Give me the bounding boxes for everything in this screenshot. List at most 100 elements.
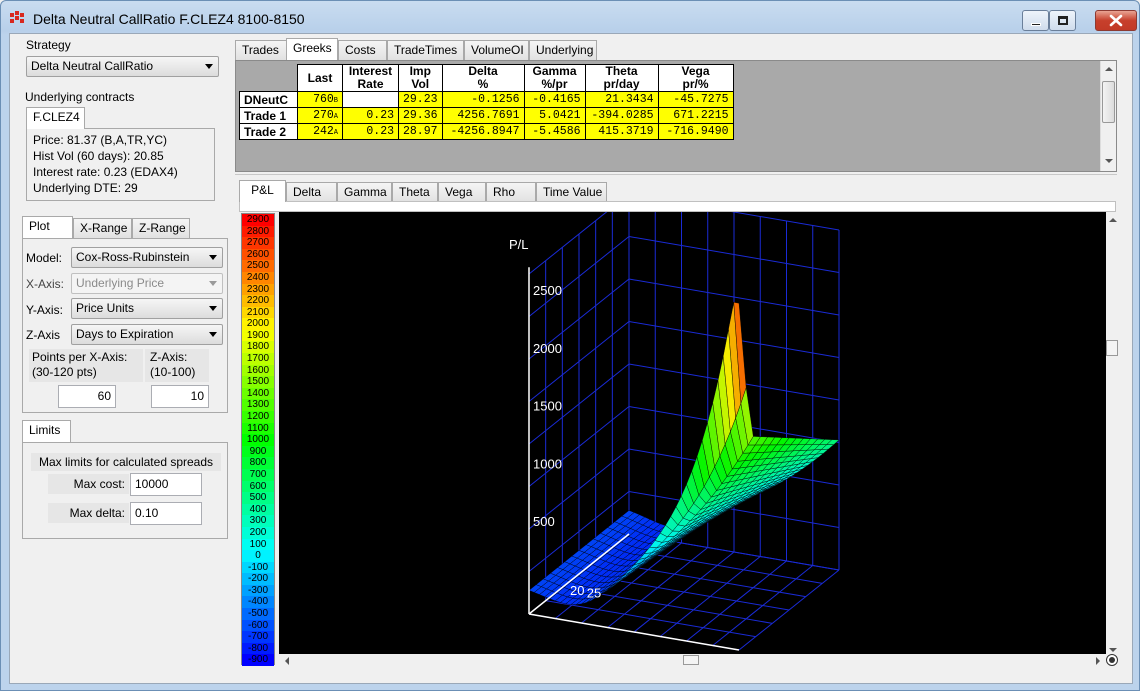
tab-time-value[interactable]: Time Value bbox=[536, 182, 607, 202]
cell-rate bbox=[342, 91, 399, 108]
col-gamma: Gamma %/pr bbox=[523, 64, 586, 92]
model-value: Cox-Ross-Rubinstein bbox=[76, 250, 190, 264]
y-axis-value: Price Units bbox=[76, 301, 135, 315]
tab-z-range[interactable]: Z-Range bbox=[132, 218, 190, 238]
scroll-right-icon[interactable] bbox=[1096, 657, 1100, 665]
close-button[interactable] bbox=[1095, 10, 1137, 31]
points-x-label: Points per X-Axis: (30-120 pts) bbox=[29, 349, 143, 382]
z-tick-label: 2500 bbox=[533, 283, 562, 298]
minimize-icon bbox=[1031, 23, 1041, 26]
cell-impvol: 29.36 bbox=[398, 107, 443, 124]
color-scale-tick: -300 bbox=[242, 584, 274, 597]
tab-x-range[interactable]: X-Range bbox=[73, 218, 132, 238]
tab-underlying-contract[interactable]: F.CLEZ4 bbox=[26, 107, 85, 129]
color-scale-tick: 2700 bbox=[242, 237, 274, 249]
y-axis-label: Y-Axis: bbox=[26, 303, 63, 317]
col-imp-vol: Imp Vol bbox=[398, 64, 443, 92]
z-axis-select[interactable]: Days to Expiration bbox=[71, 324, 223, 345]
minimize-button[interactable] bbox=[1022, 10, 1049, 31]
col-last-line1: Last bbox=[307, 70, 333, 85]
cell-last: 270A bbox=[297, 107, 343, 124]
tab-plot[interactable]: Plot bbox=[22, 216, 73, 238]
col-impvol-line1: Imp bbox=[409, 64, 431, 78]
tab-tradetimes[interactable]: TradeTimes bbox=[387, 40, 464, 60]
tab-theta[interactable]: Theta bbox=[392, 182, 438, 202]
tab-greeks[interactable]: Greeks bbox=[286, 38, 338, 60]
max-delta-label: Max delta: bbox=[48, 503, 129, 523]
table-corner bbox=[239, 64, 298, 92]
reset-view-icon[interactable] bbox=[1106, 654, 1118, 666]
color-scale-tick: 2500 bbox=[242, 260, 274, 272]
col-gamma-line2: %/pr bbox=[541, 77, 568, 91]
table-row[interactable]: DNeutC 760B 29.23 -0.1256 -0.4165 21.343… bbox=[239, 91, 734, 108]
color-scale-tick: 1000 bbox=[242, 434, 274, 446]
scroll-down-icon[interactable] bbox=[1105, 159, 1113, 163]
cell-last-mark: B bbox=[333, 97, 338, 105]
app-logo-icon bbox=[10, 11, 24, 23]
cell-last: 242A bbox=[297, 123, 343, 140]
color-scale-tick: 1900 bbox=[242, 329, 274, 342]
strategy-select[interactable]: Delta Neutral CallRatio bbox=[26, 56, 219, 77]
scroll-up-icon[interactable] bbox=[1105, 67, 1113, 71]
max-cost-input[interactable]: 10000 bbox=[130, 473, 202, 496]
cell-last-value: 242 bbox=[313, 125, 334, 138]
cell-gamma: 5.0421 bbox=[523, 107, 586, 124]
x-axis-label: X-Axis: bbox=[26, 277, 65, 291]
pnl-3d-surface-plot[interactable]: P/L 2500 2000 1500 1000 500 20 25 bbox=[279, 212, 1106, 666]
cell-gamma: -0.4165 bbox=[523, 91, 586, 108]
table-row[interactable]: Trade 1 270A 0.23 29.36 4256.7691 5.0421… bbox=[239, 107, 734, 124]
color-scale-tick: 0 bbox=[242, 550, 274, 562]
scroll-thumb[interactable] bbox=[1102, 81, 1115, 123]
color-scale-tick: 1400 bbox=[242, 387, 274, 400]
col-delta: Delta% bbox=[441, 64, 525, 92]
underlying-label: Underlying contracts bbox=[25, 90, 135, 104]
scroll-thumb[interactable] bbox=[1106, 340, 1118, 356]
tab-costs[interactable]: Costs bbox=[338, 40, 387, 60]
col-delta-line1: Delta bbox=[468, 64, 498, 78]
y-axis-select[interactable]: Price Units bbox=[71, 298, 223, 319]
cell-delta: 4256.7691 bbox=[441, 107, 525, 124]
points-z-label-line1: Z-Axis: bbox=[150, 350, 188, 364]
cell-gamma: -5.4586 bbox=[523, 123, 586, 140]
scroll-up-icon[interactable] bbox=[1109, 218, 1117, 222]
greeks-panel: Last Interest Rate Imp Vol Delta% Gamma %/p… bbox=[235, 60, 1117, 172]
points-z-input[interactable]: 10 bbox=[151, 385, 209, 408]
max-delta-input[interactable]: 0.10 bbox=[130, 502, 202, 525]
col-delta-line2: % bbox=[477, 77, 489, 91]
chart-h-scrollbar[interactable] bbox=[279, 654, 1106, 667]
chart-toolbar-strip bbox=[239, 201, 1116, 212]
splitter[interactable] bbox=[235, 174, 1117, 177]
chevron-down-icon bbox=[209, 255, 217, 260]
col-gamma-line1: Gamma bbox=[532, 64, 577, 78]
tab-trades[interactable]: Trades bbox=[235, 40, 287, 60]
scroll-thumb[interactable] bbox=[683, 655, 699, 665]
tab-underlying[interactable]: Underlying bbox=[529, 40, 597, 60]
tab-volumeoi[interactable]: VolumeOI bbox=[464, 40, 529, 60]
tab-rho[interactable]: Rho bbox=[486, 182, 536, 202]
scroll-left-icon[interactable] bbox=[285, 657, 289, 665]
points-x-input[interactable]: 60 bbox=[58, 385, 116, 408]
limits-panel: Max limits for calculated spreads Max co… bbox=[22, 442, 228, 539]
cell-impvol: 29.23 bbox=[398, 91, 443, 108]
points-z-label-line2: (10-100) bbox=[150, 365, 196, 379]
greeks-scrollbar[interactable] bbox=[1100, 61, 1116, 171]
col-vega-line1: Vega bbox=[681, 64, 710, 78]
tab-delta[interactable]: Delta bbox=[286, 182, 337, 202]
tab-limits[interactable]: Limits bbox=[22, 420, 71, 442]
chevron-down-icon bbox=[209, 332, 217, 337]
color-scale-tick: -600 bbox=[242, 619, 274, 632]
maximize-button[interactable] bbox=[1049, 10, 1076, 31]
table-row[interactable]: Trade 2 242A 0.23 28.97 -4256.8947 -5.45… bbox=[239, 123, 734, 140]
chart-v-scrollbar[interactable] bbox=[1106, 212, 1120, 666]
limits-caption: Max limits for calculated spreads bbox=[31, 453, 221, 471]
model-select[interactable]: Cox-Ross-Rubinstein bbox=[71, 247, 223, 268]
color-scale-tick: 700 bbox=[242, 468, 274, 481]
max-cost-label: Max cost: bbox=[48, 474, 129, 494]
tab-gamma[interactable]: Gamma bbox=[337, 182, 392, 202]
col-last: Last bbox=[297, 64, 343, 92]
scroll-down-icon[interactable] bbox=[1109, 648, 1117, 652]
color-scale-tick: 900 bbox=[242, 445, 274, 458]
tab-pnl[interactable]: P&L bbox=[239, 180, 286, 202]
tab-vega[interactable]: Vega bbox=[438, 182, 486, 202]
chevron-down-icon bbox=[209, 281, 217, 286]
